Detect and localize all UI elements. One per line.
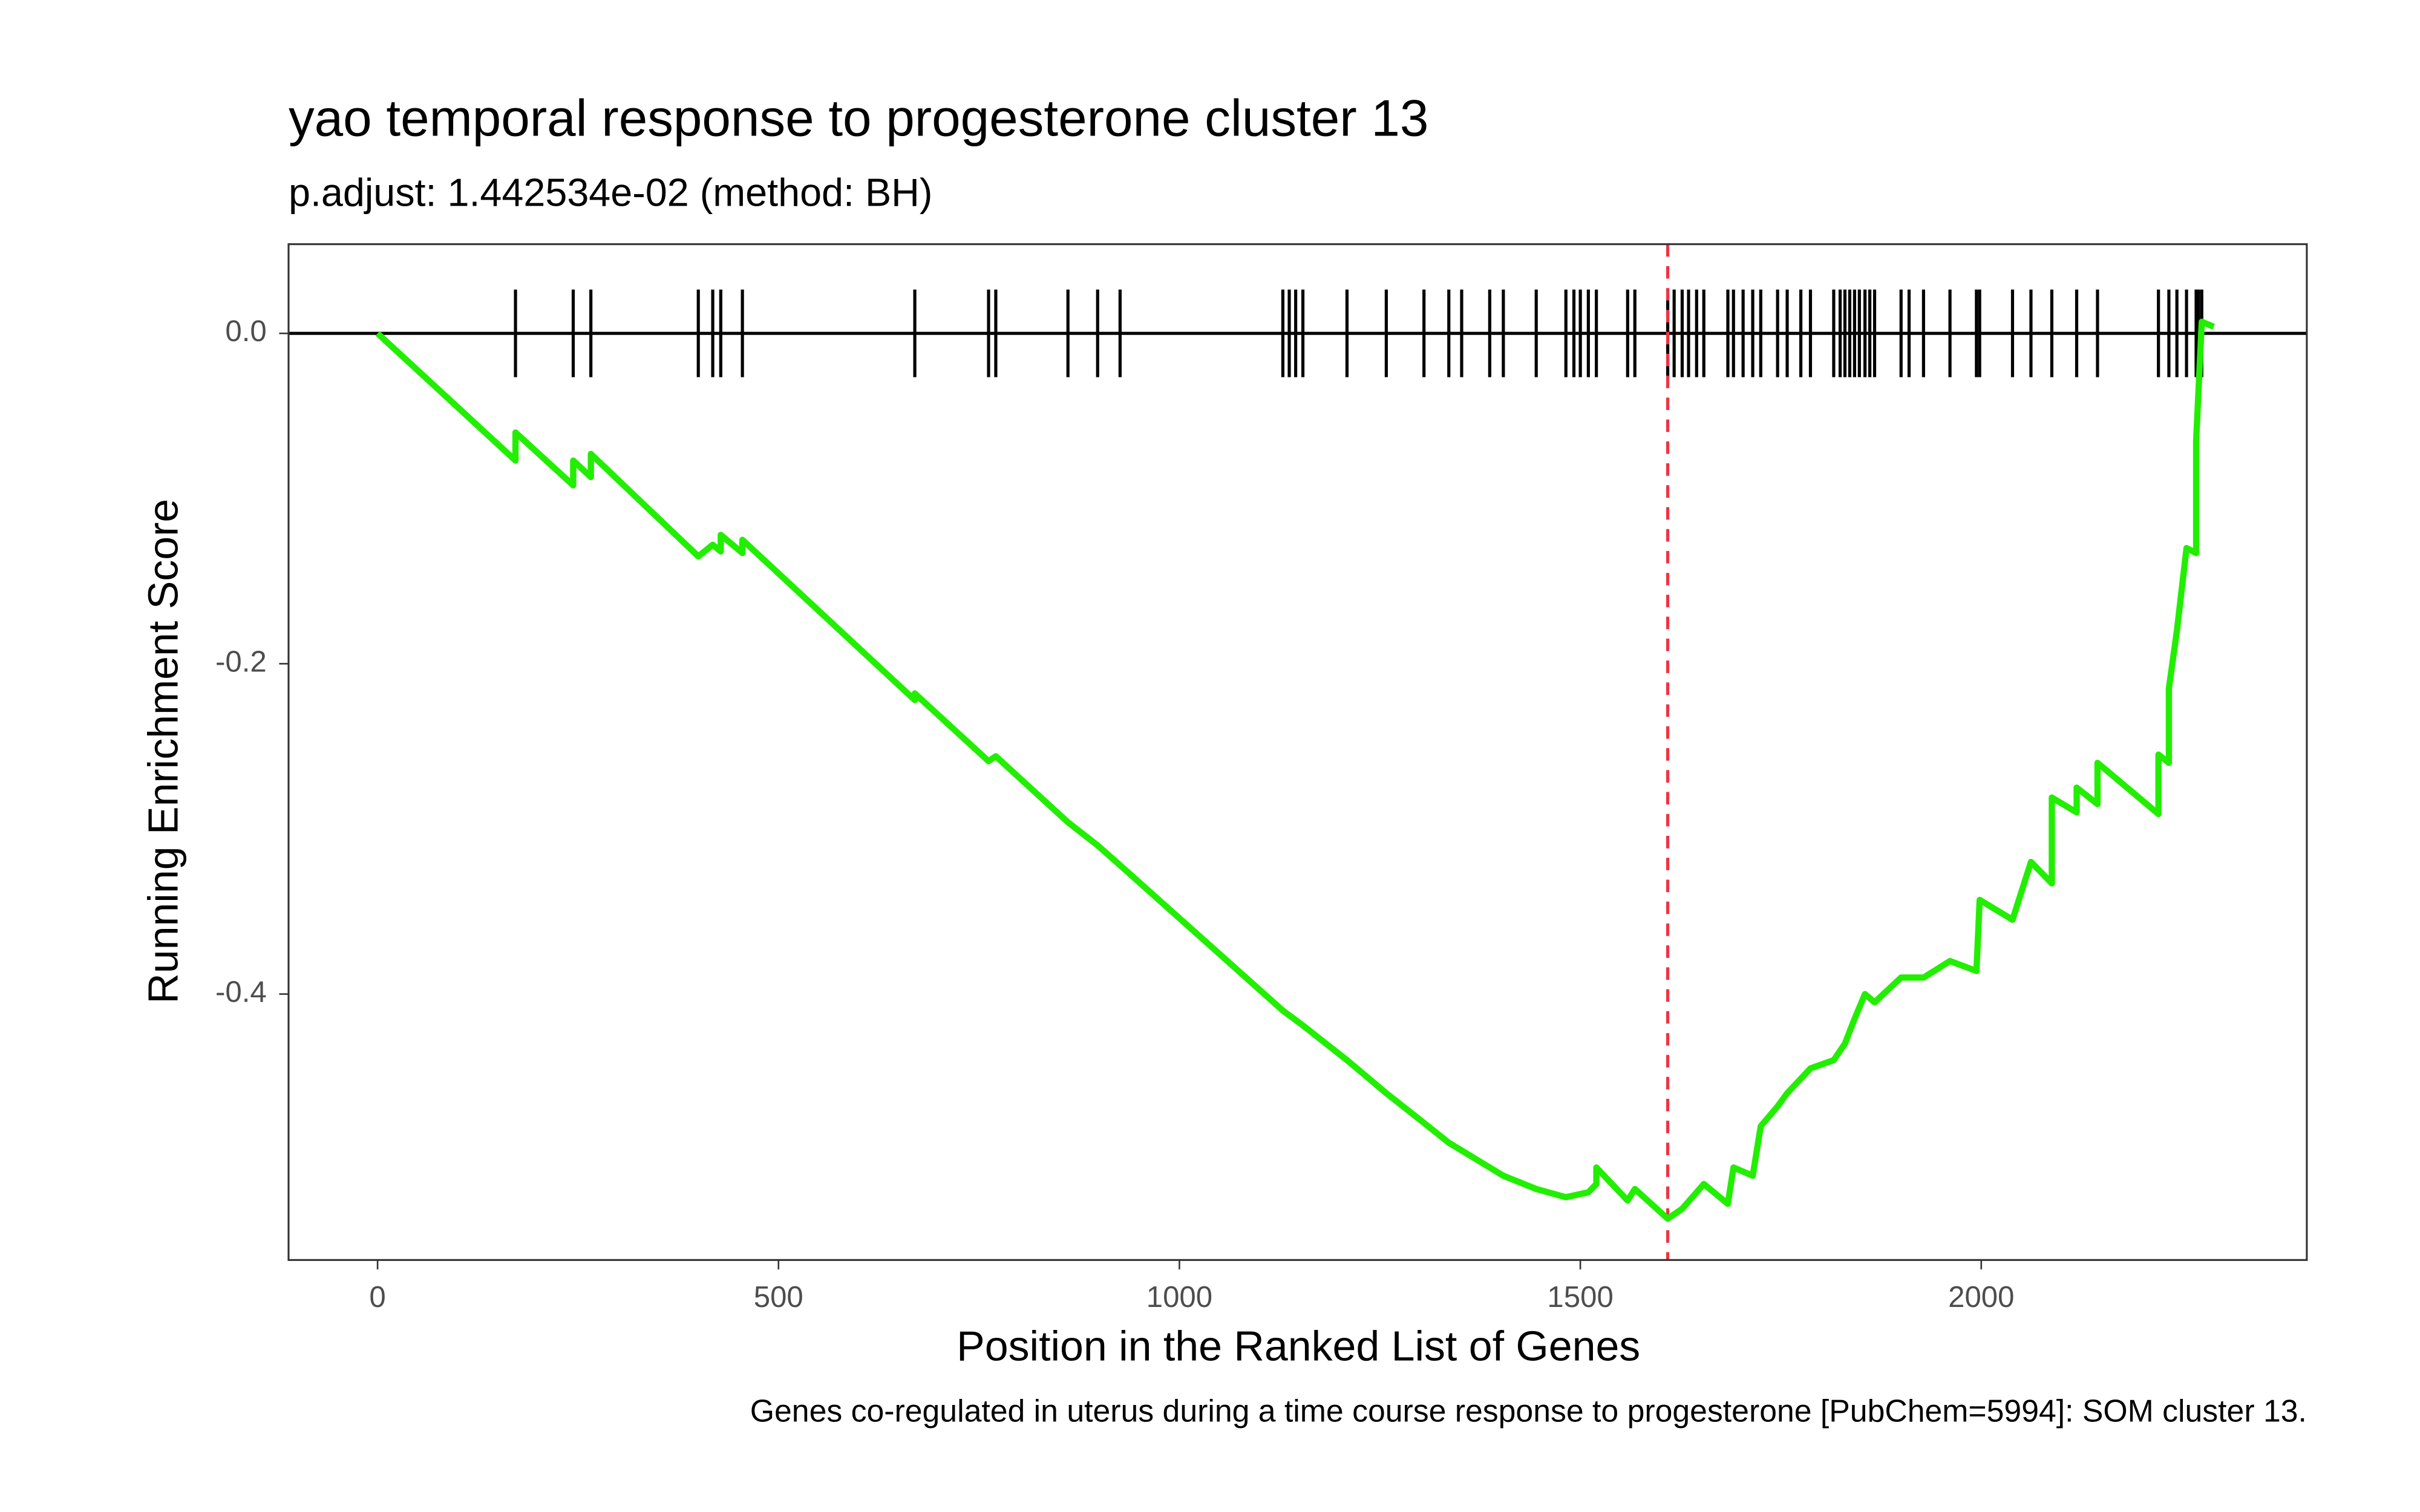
x-tick-label: 2000 [1948, 1280, 2014, 1314]
x-tick-label: 500 [754, 1280, 803, 1314]
x-tick-label: 1500 [1547, 1280, 1613, 1314]
plot-border [287, 243, 2308, 1261]
chart-title: yao temporal response to progesterone cl… [289, 90, 1428, 147]
x-tick-label: 0 [369, 1280, 385, 1314]
running-score-line [375, 318, 2216, 1222]
caption: Genes co-regulated in uterus during a ti… [750, 1393, 2307, 1429]
chart-subtitle: p.adjust: 1.442534e-02 (method: BH) [289, 171, 932, 215]
x-tick-label: 1000 [1146, 1280, 1212, 1314]
y-tick-label: 0.0 [225, 314, 266, 348]
y-axis-label: Running Enrichment Score [140, 499, 187, 1004]
x-axis-label: Position in the Ranked List of Genes [957, 1322, 1640, 1369]
y-tick-label: -0.2 [215, 645, 267, 678]
y-tick-label: -0.4 [215, 976, 267, 1009]
